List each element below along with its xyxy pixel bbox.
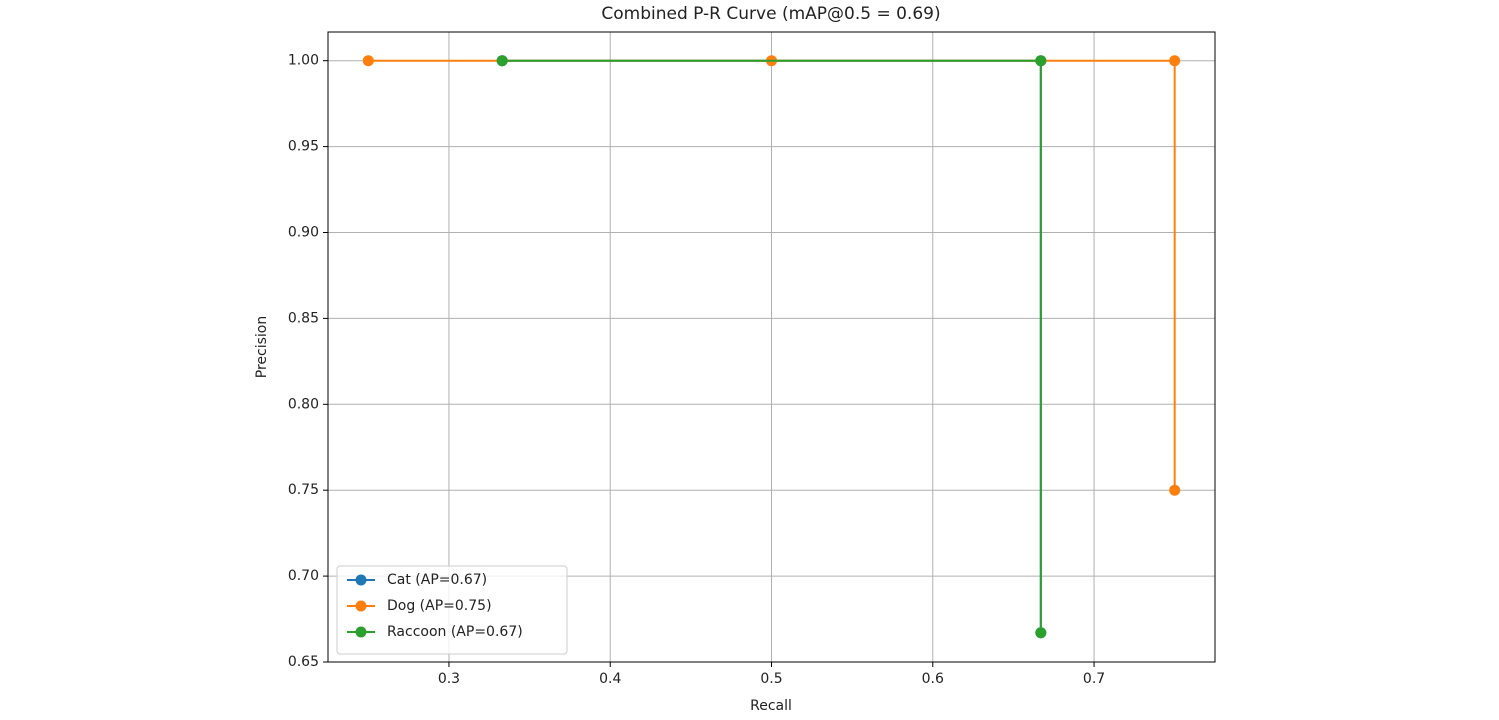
x-tick-label: 0.5 [760, 671, 782, 687]
legend-label: Cat (AP=0.67) [387, 572, 487, 588]
x-tick-label: 0.6 [922, 671, 944, 687]
legend-marker [355, 626, 367, 638]
y-tick-label: 1.00 [288, 53, 319, 69]
data-point [1169, 55, 1181, 67]
legend-label: Raccoon (AP=0.67) [387, 624, 523, 640]
data-point [362, 55, 374, 67]
y-tick-label: 0.85 [288, 310, 319, 326]
y-tick-label: 0.95 [288, 139, 319, 155]
plot-frame [327, 31, 1216, 663]
y-tick-label: 0.75 [288, 482, 319, 498]
data-point [1035, 627, 1047, 639]
legend-label: Dog (AP=0.75) [387, 598, 492, 614]
y-tick-label: 0.70 [288, 568, 319, 584]
y-tick-label: 0.65 [288, 654, 319, 670]
legend-box [336, 565, 568, 655]
x-tick-label: 0.7 [1083, 671, 1105, 687]
legend-marker [355, 574, 367, 586]
x-tick-label: 0.4 [599, 671, 621, 687]
data-point [1169, 484, 1181, 496]
x-axis-label: Recall [750, 698, 792, 714]
y-axis-label: Precision [254, 316, 270, 378]
data-point [496, 55, 508, 67]
y-tick-label: 0.80 [288, 396, 319, 412]
legend: Cat (AP=0.67) Dog (AP=0.75) Raccoon (AP=0.… [336, 565, 568, 655]
x-tick-label: 0.3 [438, 671, 460, 687]
chart-title: Combined P-R Curve (mAP@0.5 = 0.69) [601, 4, 940, 24]
data-point [1035, 55, 1047, 67]
legend-marker [355, 600, 367, 612]
y-tick-label: 0.90 [288, 224, 319, 240]
